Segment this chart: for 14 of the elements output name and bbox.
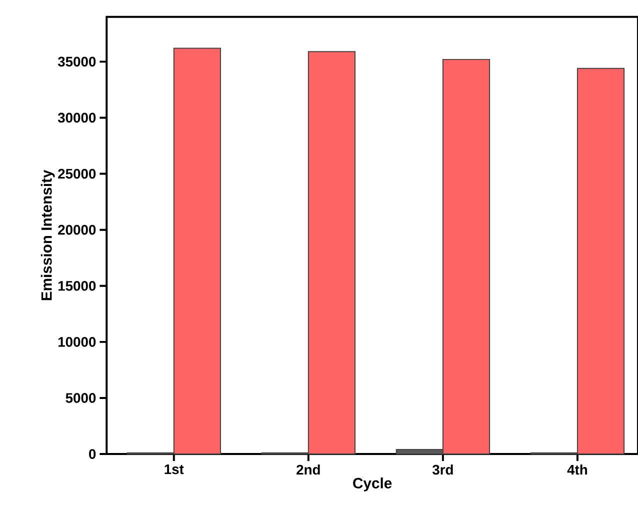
y-axis-title: Emission Intensity [40,170,55,300]
y-tick-label: 10000 [58,337,96,348]
y-tick-label: 0 [89,449,96,460]
x-axis-title: Cycle [353,478,392,492]
y-tick-label: 15000 [58,281,96,291]
y-tick-label: 20000 [58,225,96,235]
x-tick-label: 3rd [432,464,453,475]
x-tick-label: 4th [567,464,588,475]
y-tick-label: 35000 [58,56,96,67]
x-tick-label: 1st [164,464,184,474]
y-tick-label: 5000 [66,393,96,404]
x-tick-label: 2nd [296,464,320,475]
y-tick-label: 25000 [58,169,96,179]
y-tick-label: 30000 [58,113,96,123]
